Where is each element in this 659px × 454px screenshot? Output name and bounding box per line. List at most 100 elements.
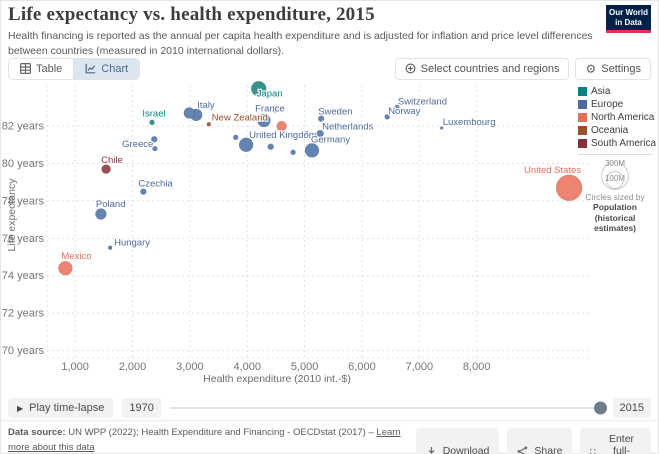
data-point-united-kingdom[interactable] [238, 137, 254, 153]
data-point-finland[interactable] [232, 134, 239, 141]
data-point-switzerland[interactable] [394, 104, 400, 111]
legend-label: North America [591, 112, 655, 123]
x-tick-label: 1,000 [61, 361, 89, 373]
point-label-new-zealand: New Zealand [212, 112, 268, 123]
point-label-switzerland: Switzerland [398, 96, 447, 107]
legend-item-oceania[interactable]: Oceania [578, 125, 658, 136]
download-button[interactable]: Download [415, 428, 500, 454]
table-icon [20, 63, 31, 74]
size-caption: Circles sized by [585, 192, 645, 202]
point-label-france: France [255, 104, 285, 115]
size-legend: 300M 100M Circles sized by Population (h… [578, 159, 652, 234]
learn-more-link[interactable]: Learn more about this data [8, 427, 401, 453]
y-axis-title: Life expectancy [6, 178, 18, 252]
tab-table[interactable]: Table [9, 58, 74, 79]
view-tabs: Table Chart [8, 57, 141, 80]
point-label-italy: Italy [197, 100, 215, 111]
x-axis-title: Health expenditure (2010 int.-$) [203, 373, 351, 385]
legend-label: Europe [591, 99, 624, 110]
data-point-austria[interactable] [304, 130, 310, 137]
legend-label: South America [591, 138, 657, 149]
fullscreen-button[interactable]: Enter full-screen [580, 428, 651, 454]
point-label-hungary: Hungary [114, 238, 150, 249]
data-point-luxembourg[interactable] [439, 126, 444, 130]
data-point-czechia[interactable] [140, 188, 147, 195]
fullscreen-label: Enter full-screen [608, 433, 635, 454]
select-countries-label: Select countries and regions [420, 62, 560, 75]
footer: Data source: UN WPP (2022); Health Expen… [0, 420, 659, 454]
data-point-sweden[interactable] [317, 115, 325, 122]
source-label: Data source: [8, 427, 66, 438]
y-tick-label: 76 years [2, 233, 45, 245]
play-timelapse-button[interactable]: ▶ Play time-lapse [8, 398, 114, 418]
x-tick-label: 3,000 [176, 361, 204, 373]
point-label-mexico: Mexico [61, 251, 91, 262]
point-label-sweden: Sweden [318, 107, 352, 118]
timeline-slider-handle[interactable] [593, 401, 607, 415]
size-caption-bold-1: Population [593, 202, 637, 212]
legend-swatch-north-america [578, 113, 587, 122]
share-button[interactable]: Share [507, 428, 573, 454]
legend-swatch-oceania [578, 126, 587, 135]
data-point-mexico[interactable] [58, 260, 73, 276]
toolbar: Table Chart Select countries and regions… [8, 57, 651, 80]
data-point-belgium[interactable] [267, 143, 274, 150]
select-countries-button[interactable]: Select countries and regions [394, 57, 570, 80]
source-text: UN WPP (2022); Health Expenditure and Fi… [65, 427, 377, 438]
toolbar-right: Select countries and regions ⚙ Settings [394, 57, 651, 80]
y-tick-label: 82 years [2, 121, 45, 133]
data-point-israel[interactable] [149, 119, 155, 126]
point-label-norway: Norway [388, 106, 420, 117]
data-point-united-states[interactable] [555, 174, 583, 202]
data-point-germany[interactable] [304, 143, 320, 158]
legend-item-north-america[interactable]: North America [578, 112, 658, 123]
globe-plus-icon [405, 63, 416, 74]
legend-item-asia[interactable]: Asia [578, 86, 658, 97]
x-tick-label: 8,000 [463, 361, 491, 373]
legend-item-south-america[interactable]: South America [578, 138, 658, 149]
point-label-japan: Japan [257, 89, 283, 100]
data-point-netherlands[interactable] [316, 129, 324, 138]
data-point-poland[interactable] [95, 208, 107, 220]
size-label-inner: 100M [604, 174, 625, 183]
data-point-norway[interactable] [384, 114, 390, 120]
point-label-chile: Chile [101, 155, 123, 166]
owid-logo-line1: Our World [609, 7, 648, 17]
settings-button[interactable]: ⚙ Settings [575, 57, 651, 80]
y-tick-label: 72 years [2, 308, 45, 320]
data-point-hungary[interactable] [107, 245, 113, 250]
download-label: Download [442, 445, 490, 454]
y-tick-label: 80 years [2, 158, 45, 170]
play-icon: ▶ [17, 403, 24, 413]
tab-chart[interactable]: Chart [73, 58, 140, 79]
data-point-australia[interactable] [271, 105, 279, 114]
owid-logo[interactable]: Our World in Data [606, 5, 651, 33]
timeline-end-year[interactable]: 2015 [612, 398, 651, 418]
size-circle-inner [606, 171, 624, 189]
timeline-start-year[interactable]: 1970 [122, 398, 161, 418]
header: Life expectancy vs. health expenditure, … [8, 4, 600, 58]
point-label-united-states: United States [524, 165, 581, 176]
timeline-slider-track[interactable] [169, 401, 607, 415]
size-legend-circles: 300M 100M [601, 159, 629, 190]
download-icon [428, 446, 435, 454]
data-point-canada[interactable] [276, 120, 287, 132]
point-label-czechia: Czechia [138, 179, 173, 190]
legend-item-europe[interactable]: Europe [578, 99, 658, 110]
y-tick-label: 74 years [2, 270, 45, 282]
source-line: Data source: UN WPP (2022); Health Expen… [8, 426, 416, 454]
data-point-spain[interactable] [183, 107, 196, 119]
data-point-japan[interactable] [250, 80, 267, 97]
data-point-chile[interactable] [101, 164, 111, 174]
scatter-plot: 70 years 72 years 74 years 76 years 78 years… [2, 80, 592, 385]
data-point-portugal[interactable] [152, 145, 158, 152]
data-point-france[interactable] [257, 113, 271, 128]
data-point-greece[interactable] [151, 135, 158, 143]
data-point-new-zealand[interactable] [206, 122, 212, 127]
tab-table-label: Table [36, 62, 63, 75]
size-caption-bold-3: estimates) [593, 223, 637, 234]
legend-label: Asia [591, 86, 611, 97]
data-point-denmark[interactable] [290, 149, 296, 156]
point-label-poland: Poland [96, 199, 126, 210]
